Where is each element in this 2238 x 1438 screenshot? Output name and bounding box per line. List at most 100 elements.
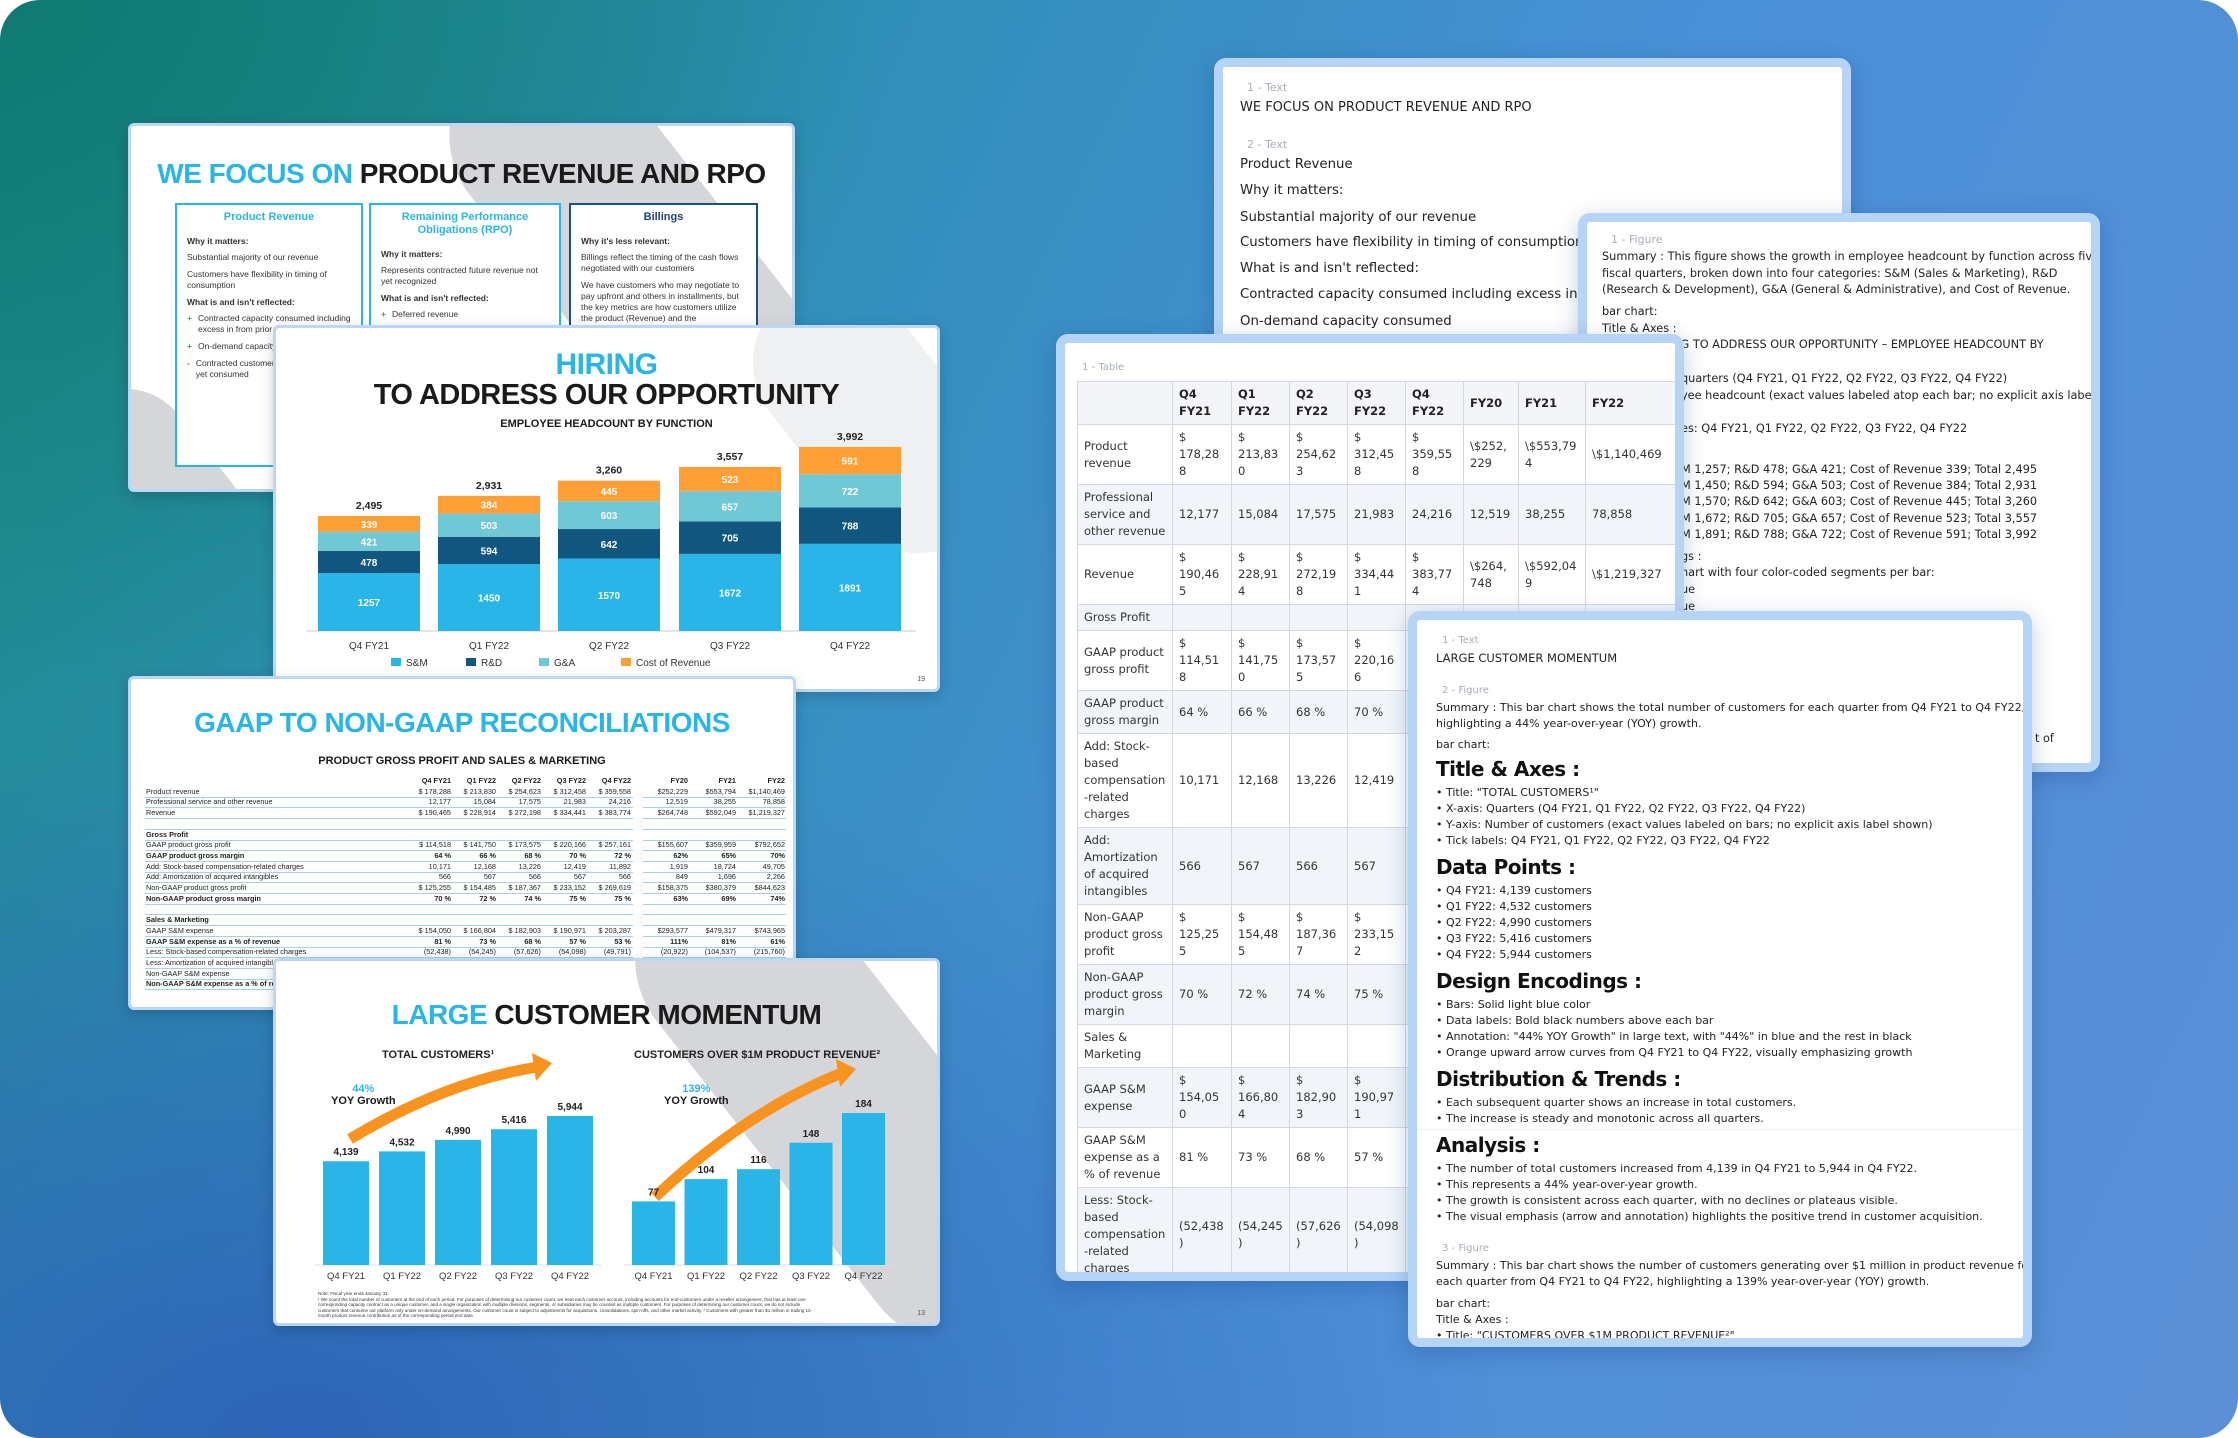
total-label: 3,557 [717,451,743,463]
cell: 10,171 [428,861,451,871]
bar [435,1139,481,1265]
cell: 13,226 [518,861,541,871]
text-fragment: yee headcount (exact values labeled atop… [1681,389,2095,402]
column-header: FY20 [1463,381,1519,425]
cell: 74% [770,893,785,903]
bullet-item: • This represents a 44% year-over-year g… [1436,1178,1698,1191]
category-label: Q1 FY22 [469,641,509,652]
cell: $ 220,166 [553,840,586,850]
slide-title: LARGE CUSTOMER MOMENTUM [391,999,822,1030]
cell: 72 % [479,893,496,903]
row-label: Add: Amortization of acquired intangible… [1077,827,1173,905]
data-label: 104 [698,1165,715,1176]
cell: $380,379 [705,883,736,892]
cell: 11,892 [609,861,631,871]
text-line: Contracted capacity consumed including e… [1240,287,1625,302]
bullet-item: • Q1 FY22: 4,532 customers [1436,900,1592,913]
row-divider [643,903,786,905]
text-fragment: ue [1681,583,1696,596]
legend-swatch [539,658,549,666]
row-label: Revenue [146,808,176,818]
cell: 24,216 [608,797,631,807]
table-cell [1231,604,1290,631]
customer-bar-charts: 4,139 Q4 FY21 4,532 Q1 FY22 4,990 Q2 FY22 5,41… [315,1053,893,1282]
cell: 21,983 [563,797,586,807]
table-cell: $ 190,971 [1347,1067,1406,1128]
cell: $ 178,288 [418,786,451,796]
row-label: Non-GAAP S&M expense as a % of revenue [146,979,297,989]
cell: 81 % [434,936,451,946]
section-heading: Title & Axes : [1436,757,1580,781]
legend-swatch [391,658,401,666]
row-divider [293,796,633,798]
slide-large-customer-momentum[interactable]: LARGE CUSTOMER MOMENTUM TOTAL CUSTOMERS¹… [273,958,940,1326]
cell: 66 % [479,850,496,860]
column-header: Q4 FY22 [601,776,631,785]
cell: 567 [483,872,496,882]
row-label: Sales & Marketing [146,915,209,925]
row-label: GAAP S&M expense [1077,1067,1173,1128]
row-divider [293,903,633,905]
cell: $293,577 [657,925,688,935]
segment-label: 591 [842,457,859,468]
row-label: GAAP S&M expense as a % of revenue [146,936,281,946]
cell: 12,419 [563,861,586,871]
bullet-item: • Title: "TOTAL CUSTOMERS¹" [1436,786,1599,799]
slide-gaap-reconciliation[interactable]: GAAP TO NON-GAAP RECONCILIATIONS PRODUCT… [128,676,796,1010]
extraction-panel-customers[interactable]: 1 - Text LARGE CUSTOMER MOMENTUM 2 - Figur… [1408,611,2032,1347]
bar-segment-r-d [799,507,901,544]
slide-hiring[interactable]: HIRING TO ADDRESS OUR OPPORTUNITY EMPLOY… [273,325,940,692]
segment-label: 1257 [358,598,381,609]
row-divider [293,839,633,841]
table-cell: (52,438) [1172,1187,1232,1272]
table-cell [1289,604,1348,631]
cell: $ 154,050 [418,925,451,935]
bar-segment-cost-of-revenue [438,495,540,514]
growth-arrow-icon [651,1067,845,1201]
segment-label: 339 [361,520,378,531]
row-divider [643,871,786,873]
cell: 70% [770,850,785,860]
bar-segment-s-m [318,573,420,631]
cell: 38,255 [713,797,736,807]
bar-segment-r-d [318,551,420,574]
row-divider [293,807,633,809]
table-cell: \$264,748 [1463,544,1519,605]
text-fragment: quarters (Q4 FY21, Q1 FY22, Q2 FY22, Q3 … [1681,372,2008,385]
cell: 73 % [479,936,496,946]
chart-title-total-customers: TOTAL CUSTOMERS¹ [382,1049,495,1061]
row-divider [643,935,786,937]
row-divider [293,893,633,894]
bullet-item: • Tick labels: Q4 FY21, Q1 FY22, Q2 FY22… [1436,834,1770,847]
data-label: 116 [750,1155,767,1166]
row-label: Gross Profit [146,829,189,839]
column-header: Q1 FY22 [1231,381,1290,425]
category-label: Q4 FY22 [830,641,870,652]
table-cell: $ 114,518 [1172,630,1232,691]
table-cell [1172,1024,1232,1068]
arrow-head-icon [532,1053,552,1081]
slide-product-revenue-rpo[interactable]: WE FOCUS ON PRODUCT REVENUE AND RPO Prod… [128,123,795,492]
cell: $ 187,367 [508,883,541,892]
cell: 12,168 [473,861,496,871]
bar-segment-cost-of-revenue [318,515,420,532]
cell: $743,965 [754,925,785,935]
cell: 57 % [569,936,586,946]
segment-label: 1570 [598,591,621,602]
data-label: 148 [803,1129,820,1140]
category-label: Q1 FY22 [383,1271,421,1282]
table-row: Revenue $ 190,465 $ 228,914 $ 272,198 $ 334,… [1077,544,1675,605]
cell: 68 % [524,936,541,946]
text-fragment: hart with four color-coded segments per … [1681,566,1935,579]
text-line: each quarter from Q4 FY21 to Q4 FY22, hi… [1436,1275,1930,1288]
table-cell: 15,084 [1231,484,1290,545]
cell: 69% [721,893,736,903]
text-line: LARGE CUSTOMER MOMENTUM [1436,651,1618,665]
column-header: FY21 [718,776,736,785]
text-line: Substantial majority of our revenue [1240,210,1477,225]
row-divider [643,957,786,959]
segment-label: 705 [722,534,739,545]
table-cell: 17,575 [1289,484,1348,545]
cell: 70 % [434,893,451,903]
segment-label: 503 [481,521,498,532]
